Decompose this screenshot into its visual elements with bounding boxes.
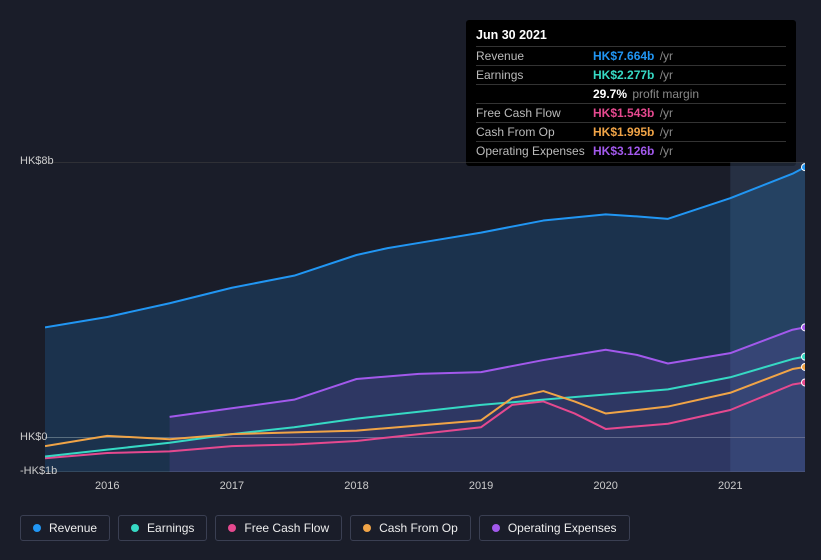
chart-series-endpoint [802,164,806,171]
chart-x-tick-label: 2018 [344,480,368,492]
legend-label: Earnings [147,521,194,535]
tooltip-metric-unit: /yr [656,49,673,63]
tooltip-metric-label: Earnings [476,68,593,82]
tooltip-metric-unit: /yr [656,144,673,158]
legend-dot-icon [33,524,41,532]
legend-label: Operating Expenses [508,521,617,535]
legend-item[interactable]: Cash From Op [350,515,471,541]
tooltip-metric-label: Free Cash Flow [476,106,593,120]
tooltip-metric-unit: /yr [656,106,673,120]
chart-legend: Revenue Earnings Free Cash Flow Cash From O… [20,515,630,541]
legend-dot-icon [131,524,139,532]
tooltip-metric-label: Revenue [476,49,593,63]
chart-y-tick-label: HK$8b [20,155,54,167]
legend-label: Revenue [49,521,97,535]
chart-x-tick-label: 2017 [220,480,244,492]
legend-label: Free Cash Flow [244,521,329,535]
legend-item[interactable]: Revenue [20,515,110,541]
chart-x-tick-label: 2016 [95,480,119,492]
chart-y-tick-label: -HK$1b [20,465,57,477]
tooltip-date: Jun 30 2021 [476,26,786,46]
legend-dot-icon [492,524,500,532]
tooltip-metric-value: HK$2.277b [593,68,654,82]
tooltip-metric-unit: /yr [656,125,673,139]
tooltip-metric-label: Cash From Op [476,125,593,139]
tooltip-row: Cash From OpHK$1.995b /yr [476,122,786,141]
legend-item[interactable]: Earnings [118,515,207,541]
financial-chart[interactable] [45,162,805,472]
chart-x-tick-label: 2020 [593,480,617,492]
tooltip-metric-value: 29.7% [593,87,627,101]
tooltip-row: 29.7% profit margin [476,84,786,103]
chart-y-tick-label: HK$0 [20,431,48,443]
chart-series-endpoint [802,324,806,331]
tooltip-row: Operating ExpensesHK$3.126b /yr [476,141,786,160]
tooltip-metric-value: HK$1.995b [593,125,654,139]
chart-series-endpoint [802,379,806,386]
chart-x-tick-label: 2019 [469,480,493,492]
tooltip-metric-unit: profit margin [629,87,699,101]
chart-tooltip: Jun 30 2021 RevenueHK$7.664b /yrEarnings… [466,20,796,166]
legend-dot-icon [228,524,236,532]
tooltip-metric-label [476,87,593,101]
tooltip-metric-value: HK$3.126b [593,144,654,158]
legend-item[interactable]: Free Cash Flow [215,515,342,541]
tooltip-row: EarningsHK$2.277b /yr [476,65,786,84]
tooltip-metric-value: HK$7.664b [593,49,654,63]
tooltip-metric-label: Operating Expenses [476,144,593,158]
tooltip-row: Free Cash FlowHK$1.543b /yr [476,103,786,122]
tooltip-metric-value: HK$1.543b [593,106,654,120]
tooltip-row: RevenueHK$7.664b /yr [476,46,786,65]
chart-x-tick-label: 2021 [718,480,742,492]
chart-series-endpoint [802,353,806,360]
legend-item[interactable]: Operating Expenses [479,515,630,541]
legend-dot-icon [363,524,371,532]
tooltip-metric-unit: /yr [656,68,673,82]
legend-label: Cash From Op [379,521,458,535]
chart-series-endpoint [802,363,806,370]
